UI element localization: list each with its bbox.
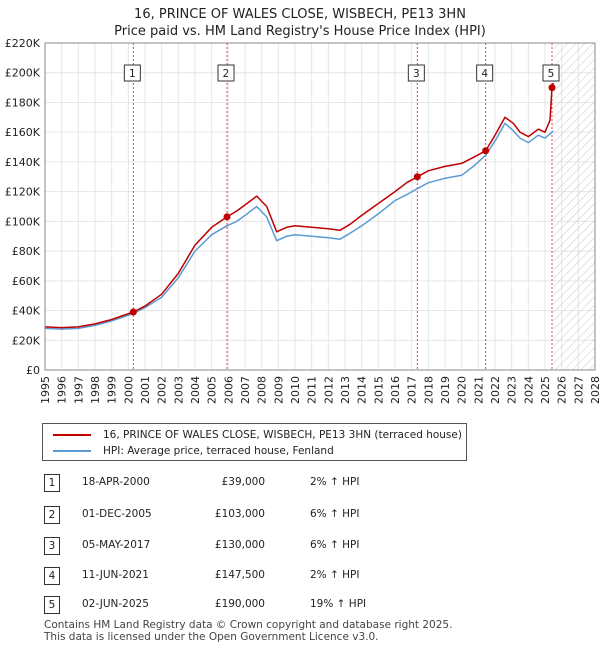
- transaction-hpi: 19% ↑ HPI: [310, 598, 367, 610]
- sale-point: [482, 147, 490, 155]
- hpi-line: [44, 122, 554, 330]
- transaction-date: 11-JUN-2021: [82, 569, 149, 581]
- x-tick-label: 2011: [306, 376, 319, 404]
- sale-label-box: [542, 64, 560, 82]
- sale-point: [223, 213, 231, 221]
- x-tick-label: 2012: [322, 376, 335, 404]
- sale-label: 1: [129, 68, 136, 80]
- x-tick-label: 2015: [372, 376, 385, 404]
- y-tick-label: £40K: [12, 305, 41, 318]
- y-tick-label: £100K: [5, 215, 41, 228]
- y-tick-label: £120K: [5, 186, 41, 199]
- x-tick-label: 2004: [189, 376, 202, 404]
- x-tick-label: 2008: [256, 376, 269, 404]
- transaction-hpi: 2% ↑ HPI: [310, 569, 360, 581]
- x-tick-label: 1995: [39, 376, 52, 404]
- legend: 16, PRINCE OF WALES CLOSE, WISBECH, PE13…: [42, 423, 467, 461]
- plot-frame: [44, 42, 596, 371]
- x-tick-label: 2017: [406, 376, 419, 404]
- sale-label-box: [476, 64, 494, 82]
- forecast-region: [553, 43, 595, 370]
- y-tick-label: £160K: [5, 126, 41, 139]
- x-tick-label: 2010: [289, 376, 302, 404]
- x-tick-label: 1996: [56, 376, 69, 404]
- y-tick-label: £20K: [12, 334, 41, 347]
- sale-label: 4: [481, 68, 488, 80]
- x-tick-label: 2028: [589, 376, 600, 404]
- y-tick-label: £220K: [5, 37, 41, 50]
- legend-item-property: 16, PRINCE OF WALES CLOSE, WISBECH, PE13…: [53, 428, 462, 442]
- x-tick-label: 2003: [172, 376, 185, 404]
- sale-label: 5: [548, 68, 555, 80]
- x-tick-label: 2022: [489, 376, 502, 404]
- x-tick-label: 2019: [439, 376, 452, 404]
- footer-copyright: Contains HM Land Registry data © Crown c…: [44, 619, 453, 631]
- legend-swatch-hpi: [53, 450, 91, 452]
- transaction-date: 05-MAY-2017: [82, 539, 151, 551]
- sale-label-box: [217, 64, 235, 82]
- x-tick-label: 2000: [122, 376, 135, 404]
- legend-swatch-property: [53, 434, 91, 436]
- footer-license: This data is licensed under the Open Gov…: [44, 631, 379, 643]
- sale-point: [129, 308, 137, 316]
- property-price-line: [44, 82, 555, 329]
- transaction-price: £130,000: [214, 539, 265, 551]
- x-tick-label: 2021: [472, 376, 485, 404]
- transaction-price: £103,000: [214, 508, 265, 520]
- x-tick-label: 2001: [139, 376, 152, 404]
- price-chart: 1 2 3 4 5 £0 £20K £40K £60K £80K £100K £120K £140K £…: [5, 37, 600, 404]
- y-tick-label: £80K: [12, 245, 41, 258]
- x-tick-label: 2025: [539, 376, 552, 404]
- transaction-number: 4: [44, 567, 60, 585]
- x-tick-label: 1997: [72, 376, 85, 404]
- x-tick-label: 1998: [89, 376, 102, 404]
- legend-label-hpi: HPI: Average price, terraced house, Fenl…: [103, 445, 334, 457]
- transaction-date: 01-DEC-2005: [82, 508, 152, 520]
- x-tick-label: 2013: [339, 376, 352, 404]
- transaction-number: 3: [44, 537, 60, 555]
- y-tick-label: £200K: [5, 67, 41, 80]
- y-tick-label: £140K: [5, 156, 41, 169]
- footer: Contains HM Land Registry data © Crown c…: [44, 619, 452, 643]
- x-tick-label: 2006: [222, 376, 235, 404]
- transaction-hpi: 2% ↑ HPI: [310, 476, 360, 488]
- y-tick-label: £180K: [5, 96, 41, 109]
- transaction-price: £39,000: [221, 476, 265, 488]
- x-tick-label: 2007: [239, 376, 252, 404]
- transaction-number: 1: [44, 474, 60, 492]
- x-tick-label: 1999: [106, 376, 119, 404]
- transaction-date: 02-JUN-2025: [82, 598, 149, 610]
- transaction-hpi: 6% ↑ HPI: [310, 539, 360, 551]
- x-tick-label: 2016: [389, 376, 402, 404]
- chart-subtitle: Price paid vs. HM Land Registry's House …: [114, 24, 486, 39]
- transaction-hpi: 6% ↑ HPI: [310, 508, 360, 520]
- x-tick-label: 2023: [506, 376, 519, 404]
- sale-point: [548, 84, 556, 92]
- x-tick-label: 2020: [456, 376, 469, 404]
- legend-label-property: 16, PRINCE OF WALES CLOSE, WISBECH, PE13…: [103, 429, 462, 441]
- x-tick-label: 2018: [422, 376, 435, 404]
- sale-label: 2: [223, 68, 230, 80]
- sale-label-box: [123, 64, 141, 82]
- y-tick-label: £0: [26, 364, 40, 377]
- transaction-number: 5: [44, 596, 60, 614]
- transaction-number: 2: [44, 506, 60, 524]
- sale-label: 3: [413, 68, 420, 80]
- transaction-price: £147,500: [214, 569, 265, 581]
- transaction-price: £190,000: [214, 598, 265, 610]
- x-tick-label: 2002: [156, 376, 169, 404]
- transaction-date: 18-APR-2000: [82, 476, 150, 488]
- x-tick-label: 2027: [572, 376, 585, 404]
- legend-item-hpi: HPI: Average price, terraced house, Fenl…: [53, 444, 334, 458]
- y-tick-label: £60K: [12, 275, 41, 288]
- x-tick-label: 2009: [272, 376, 285, 404]
- x-tick-label: 2014: [356, 376, 369, 404]
- x-tick-label: 2005: [206, 376, 219, 404]
- x-tick-label: 2024: [522, 376, 535, 404]
- sale-label-box: [407, 64, 425, 82]
- sale-point: [413, 173, 421, 181]
- chart-title: 16, PRINCE OF WALES CLOSE, WISBECH, PE13…: [134, 7, 466, 22]
- x-tick-label: 2026: [556, 376, 569, 404]
